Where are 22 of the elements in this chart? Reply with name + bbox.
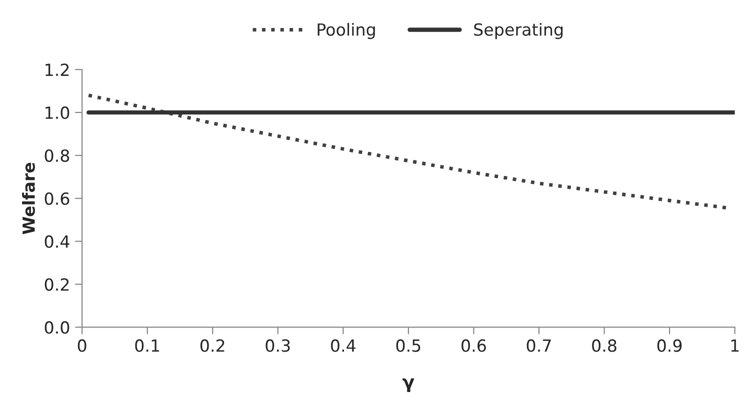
- x-tick-label: 0.6: [462, 339, 486, 352]
- x-tick-label: 0.9: [657, 339, 682, 352]
- y-tick-label: 0.2: [44, 278, 69, 291]
- x-tick-label: 0.4: [331, 339, 356, 352]
- x-tick-label: 0.3: [266, 339, 290, 352]
- x-tick-label: 0.7: [526, 339, 551, 352]
- y-tick-label: 1.0: [46, 106, 70, 120]
- x-tick-label: 0.1: [135, 339, 160, 352]
- x-tick-label: 0: [78, 339, 86, 352]
- y-tick-label: 0.4: [44, 235, 70, 248]
- x-tick-label: 1: [731, 340, 739, 352]
- x-tick-label: 0.5: [396, 339, 420, 352]
- y-axis-title: Welfare: [22, 162, 35, 234]
- legend-label: Pooling: [318, 22, 375, 40]
- x-tick-label: 0.2: [200, 339, 224, 352]
- legend-label: Seperating: [474, 22, 563, 40]
- y-tick-label: 0.6: [44, 192, 70, 205]
- x-axis-title: γ: [402, 378, 414, 392]
- y-tick-label: 0.8: [44, 149, 70, 162]
- x-tick-label: 0.8: [592, 339, 616, 352]
- y-tick-label: 0.0: [44, 321, 70, 334]
- y-tick-label: 1.2: [46, 63, 69, 76]
